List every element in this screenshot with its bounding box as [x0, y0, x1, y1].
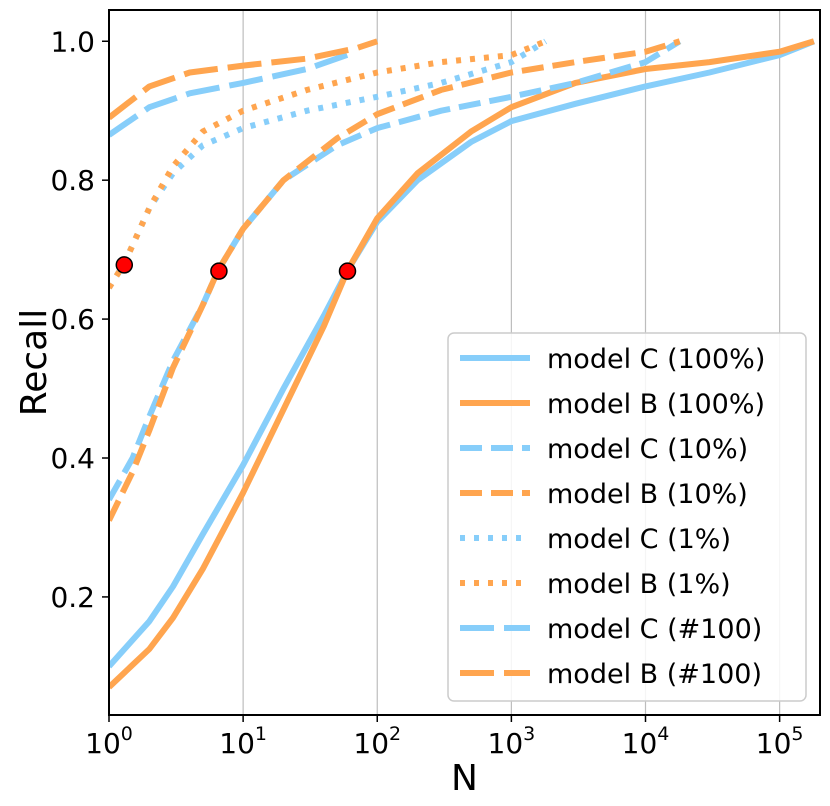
series-line-4	[109, 38, 681, 522]
threshold-marker	[210, 262, 228, 280]
legend: model C (100%) model B (100%) model C (10%…	[447, 332, 807, 702]
x-tick-label: 103	[488, 723, 536, 760]
legend-label: model B (1%)	[547, 569, 731, 600]
legend-label: model C (10%)	[547, 434, 748, 465]
series-line-8	[109, 38, 379, 121]
series-lines	[109, 38, 816, 690]
legend-label: model B (100%)	[547, 389, 765, 420]
series-line-2	[109, 38, 815, 690]
x-axis-label: N	[451, 758, 478, 799]
x-tick-label: 100	[85, 723, 133, 760]
plot-frame	[108, 9, 821, 716]
legend-label: model B (#100)	[547, 659, 762, 690]
legend-label: model B (10%)	[547, 479, 748, 510]
series-line-6	[109, 38, 547, 290]
y-axis-label: Recall	[14, 309, 55, 416]
series-line-7	[109, 48, 358, 138]
y-tick-label: 0.4	[50, 442, 95, 475]
threshold-marker	[115, 256, 134, 274]
x-tick-label: 105	[756, 723, 804, 760]
x-tick-label: 102	[353, 723, 401, 760]
x-tick-label: 101	[219, 723, 267, 760]
x-tick-label: 104	[622, 723, 670, 760]
legend-label: model C (1%)	[547, 524, 731, 555]
series-line-3	[109, 38, 682, 502]
threshold-marker	[338, 262, 357, 280]
legend-label: model C (100%)	[547, 344, 765, 375]
y-tick-label: 0.8	[50, 164, 95, 197]
y-tick-label: 0.2	[50, 581, 95, 614]
y-tick-label: 0.6	[50, 303, 95, 336]
legend-label: model C (#100)	[547, 614, 762, 645]
y-tick-label: 1.0	[50, 25, 95, 58]
legend-box	[447, 332, 807, 702]
y-axis-ticks: 0.2 0.4 0.6 0.8 1.0	[50, 25, 109, 614]
x-axis-ticks: 100 101 102 103 104 105	[85, 715, 803, 760]
threshold-markers	[115, 256, 357, 280]
